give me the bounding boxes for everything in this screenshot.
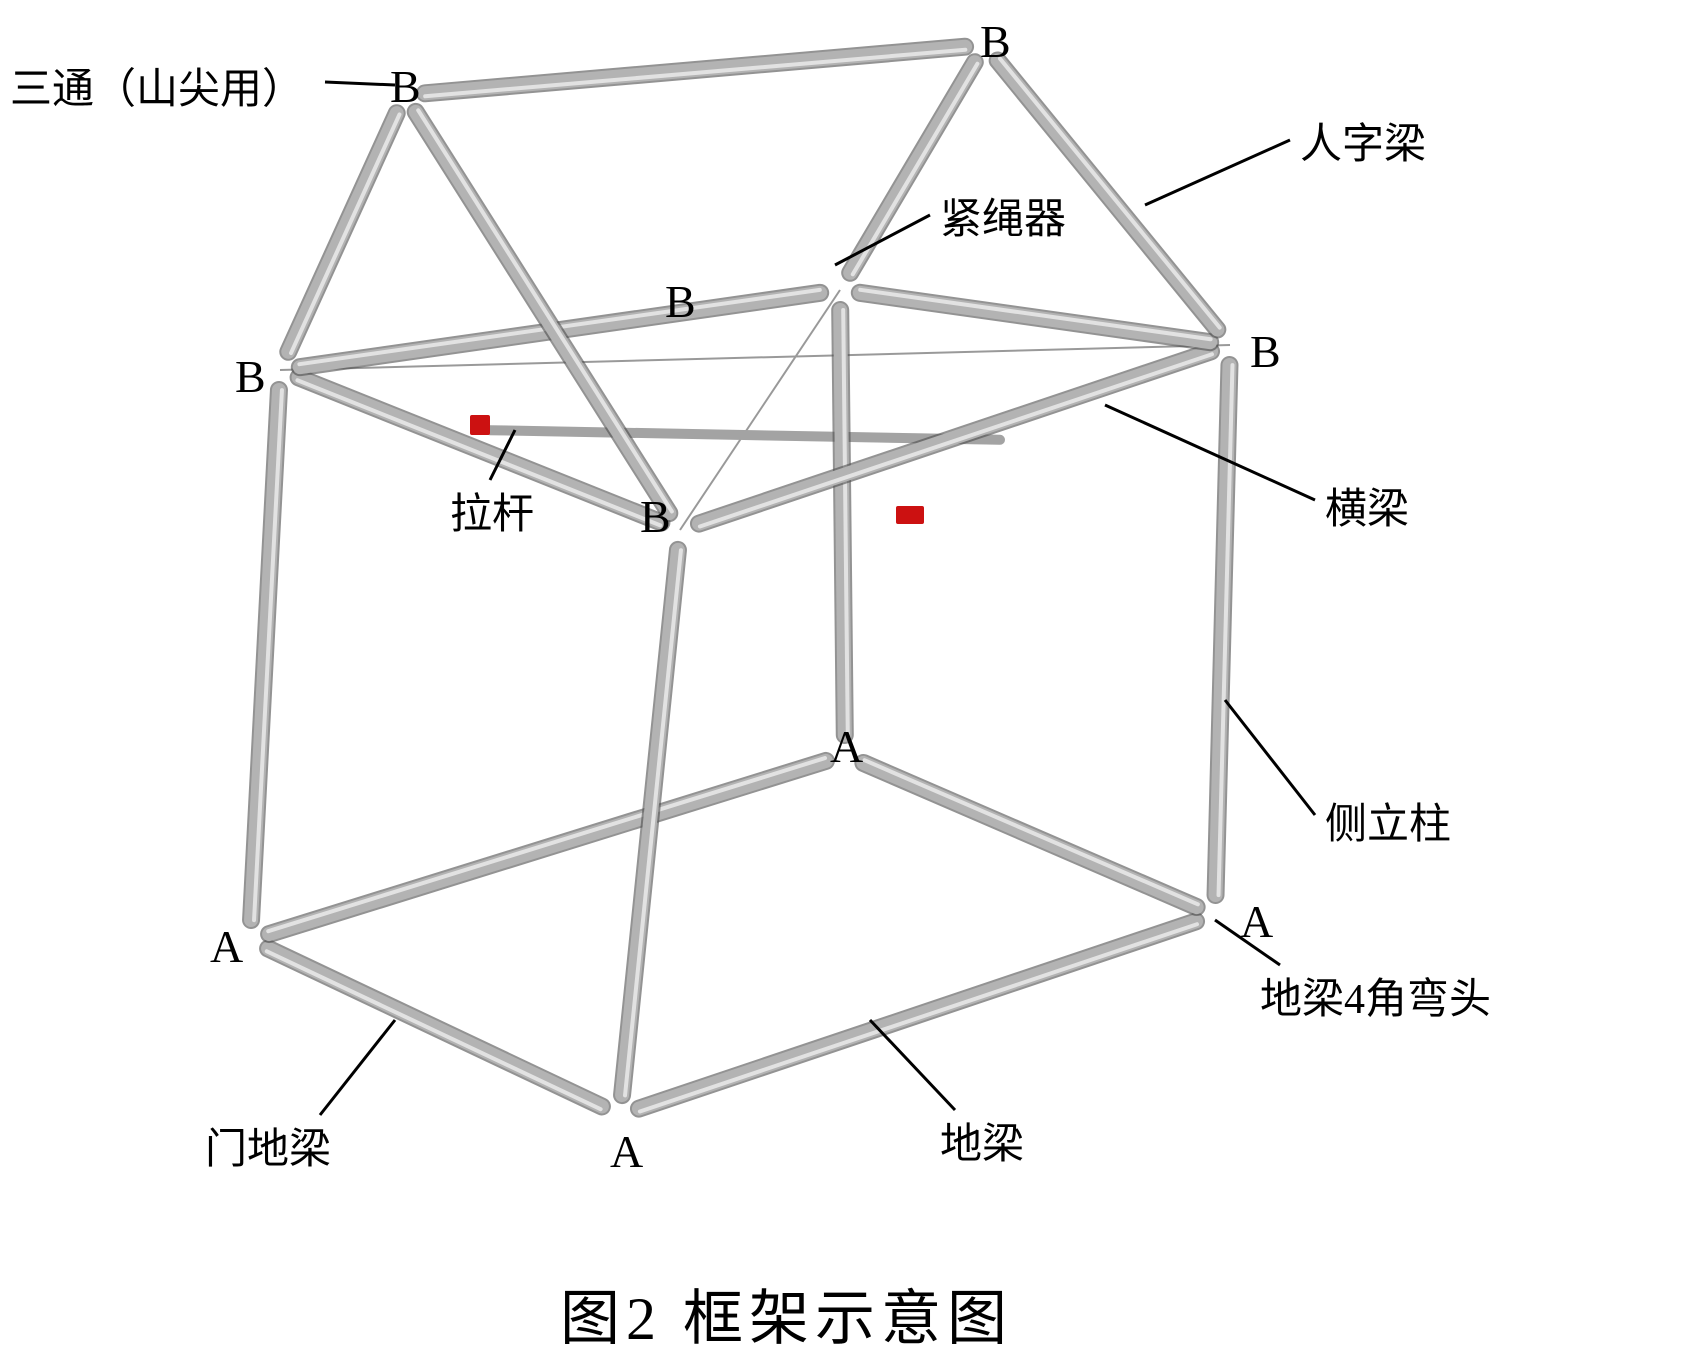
- node-label: B: [1250, 325, 1281, 378]
- callout-label: 门地梁: [205, 1115, 331, 1176]
- figure-caption: 图2 框架示意图: [560, 1270, 1013, 1357]
- node-label: B: [665, 275, 696, 328]
- node-label: B: [390, 60, 421, 113]
- callout-label: 人字梁: [1300, 110, 1426, 171]
- node-label: B: [640, 490, 671, 543]
- callout-label: 拉杆: [450, 480, 534, 541]
- node-label: B: [980, 15, 1011, 68]
- callout-label: 紧绳器: [940, 185, 1066, 246]
- callout-label: 地梁4角弯头: [1260, 965, 1491, 1026]
- node-label: A: [1240, 895, 1273, 948]
- callout-label: 地梁: [940, 1110, 1024, 1171]
- callout-label: 三通（山尖用）: [10, 55, 304, 116]
- node-label: B: [235, 350, 266, 403]
- node-label: A: [610, 1125, 643, 1178]
- node-label: A: [830, 720, 863, 773]
- node-label: A: [210, 920, 243, 973]
- callout-label: 侧立柱: [1325, 790, 1451, 851]
- diagram-stage: 图2 框架示意图 三通（山尖用）人字梁紧绳器拉杆横梁侧立柱地梁4角弯头地梁门地梁…: [0, 0, 1689, 1352]
- callout-label: 横梁: [1325, 475, 1409, 536]
